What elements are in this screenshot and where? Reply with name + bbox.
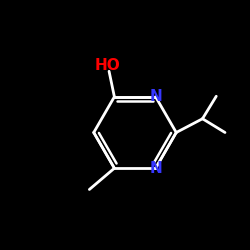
Text: N: N <box>149 89 162 104</box>
Text: N: N <box>149 161 162 176</box>
Text: HO: HO <box>95 58 121 73</box>
